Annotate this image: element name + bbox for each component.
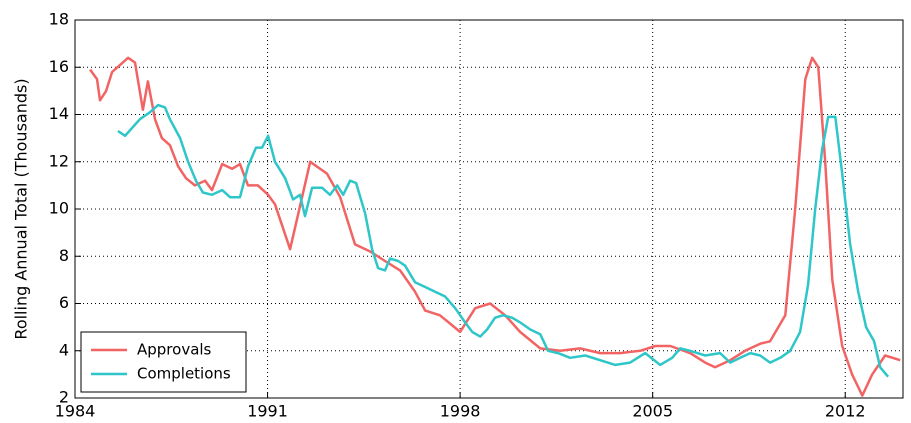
- x-tick-label: 2012: [825, 402, 866, 421]
- y-tick-label: 2: [59, 388, 69, 407]
- line: [117, 103, 890, 378]
- x-tick-label: 1984: [55, 402, 96, 421]
- x-tick-label: 2005: [632, 402, 673, 421]
- y-tick-label: 6: [59, 293, 69, 312]
- legend-label: Completions: [137, 365, 231, 383]
- y-tick-label: 12: [49, 151, 69, 170]
- y-tick-label: 8: [59, 246, 69, 265]
- x-tick-label: 1998: [440, 402, 481, 421]
- y-tick-label: 10: [49, 199, 69, 218]
- line: [89, 56, 901, 397]
- y-tick-label: 4: [59, 340, 69, 359]
- y-axis-label: Rolling Annual Total (Thousands): [12, 78, 31, 339]
- plot-frame: [74, 19, 904, 399]
- y-tick-label: 14: [49, 104, 69, 123]
- y-tick-label: 16: [49, 57, 69, 76]
- x-tick-label: 1991: [247, 402, 288, 421]
- y-tick-label: 18: [49, 10, 69, 29]
- legend-box: [80, 331, 247, 393]
- legend-label: Approvals: [137, 341, 212, 359]
